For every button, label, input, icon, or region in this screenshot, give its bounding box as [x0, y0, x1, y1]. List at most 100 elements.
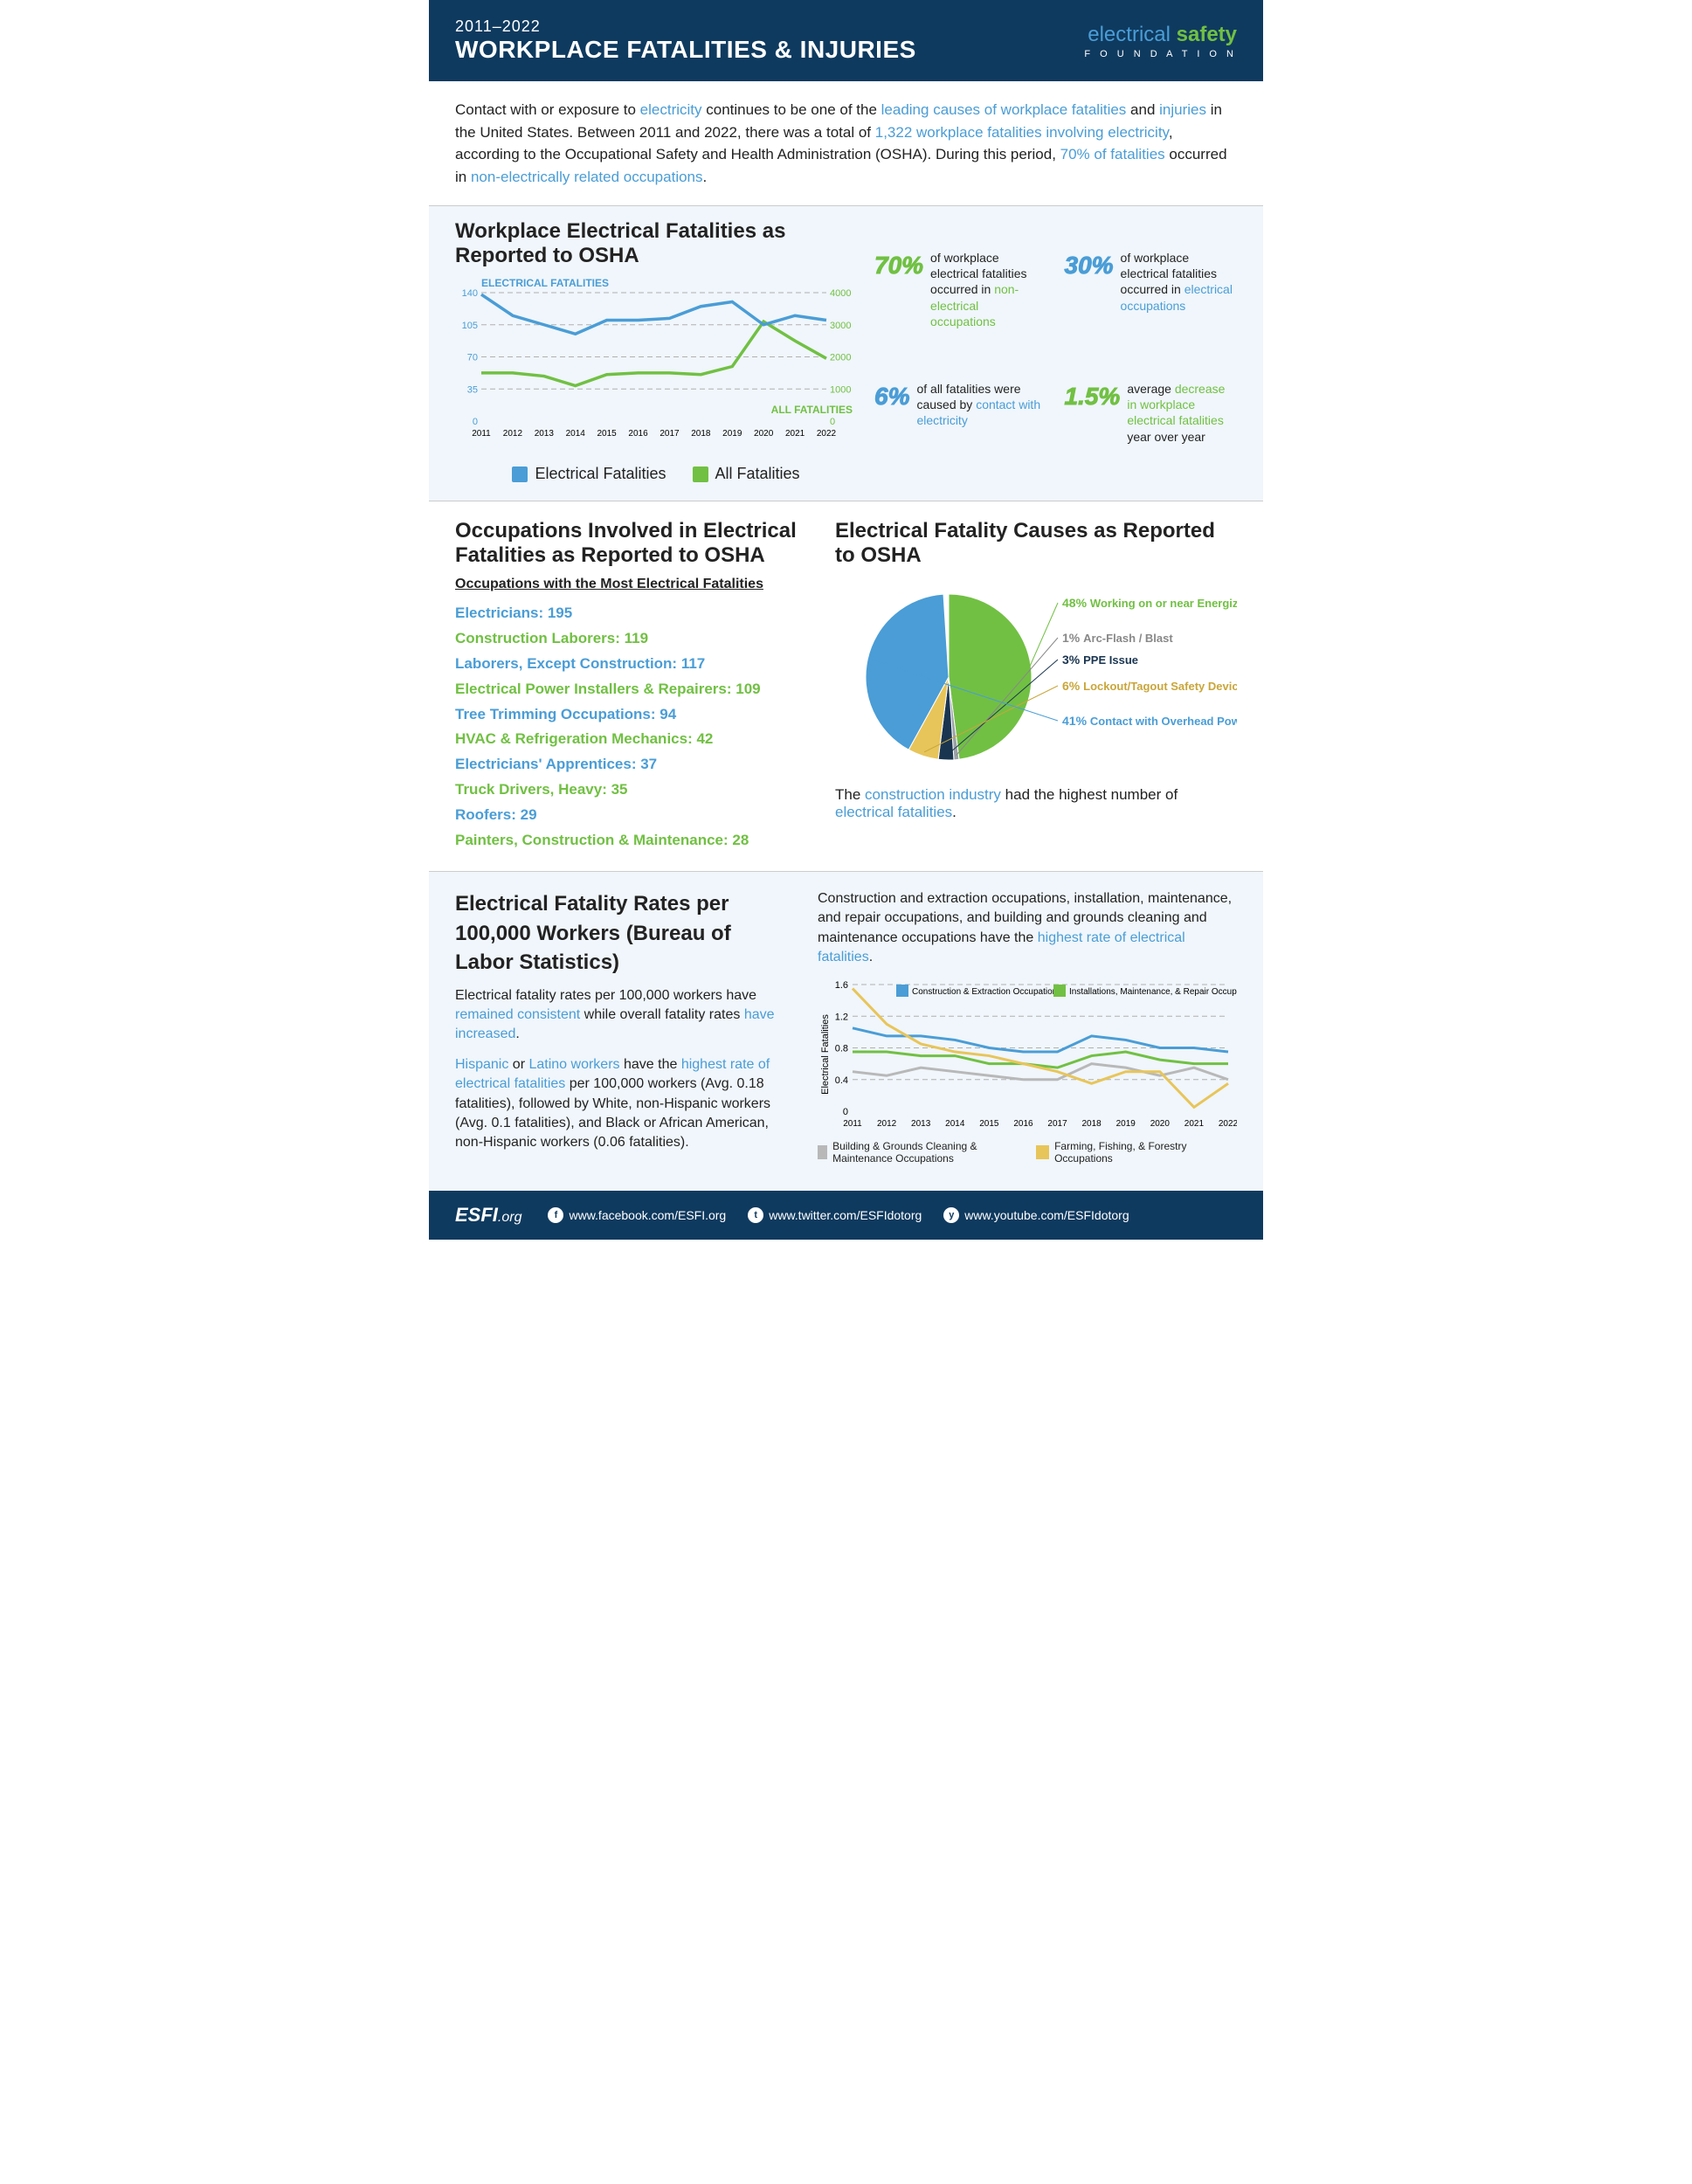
social-icon: t [748, 1207, 763, 1223]
rates-legend-item: Building & Grounds Cleaning & Maintenanc… [818, 1140, 1019, 1165]
svg-text:3000: 3000 [830, 321, 851, 331]
rates-legend-item: Farming, Fishing, & Forestry Occupations [1036, 1140, 1237, 1165]
occupation-item: Electrical Power Installers & Repairers:… [455, 677, 809, 702]
svg-text:2017: 2017 [1047, 1119, 1067, 1129]
chart1-section: Workplace Electrical Fatalities as Repor… [429, 206, 1263, 501]
svg-text:2014: 2014 [945, 1119, 965, 1129]
svg-text:2020: 2020 [754, 429, 774, 439]
svg-text:2015: 2015 [979, 1119, 999, 1129]
occupation-item: Electricians' Apprentices: 37 [455, 752, 809, 778]
stat-percentage: 6% [874, 381, 909, 412]
svg-text:2019: 2019 [722, 429, 742, 439]
stat-text: of workplace electrical fatalities occur… [930, 250, 1046, 329]
occupations-list: Electricians: 195Construction Laborers: … [455, 601, 809, 854]
svg-text:6% Lockout/Tagout Safety Devic: 6% Lockout/Tagout Safety Devices Removed [1062, 679, 1237, 693]
chart1-label-top: ELECTRICAL FATALITIES [481, 277, 609, 289]
occupation-item: Electricians: 195 [455, 601, 809, 626]
stat-block: 6% of all fatalities were caused by cont… [874, 381, 1047, 429]
svg-text:2019: 2019 [1116, 1119, 1136, 1129]
svg-text:1000: 1000 [830, 384, 851, 395]
year-range: 2011–2022 [455, 17, 1084, 36]
occupation-item: Construction Laborers: 119 [455, 626, 809, 652]
svg-text:0: 0 [830, 417, 835, 427]
svg-text:2011: 2011 [472, 429, 491, 439]
svg-text:0.4: 0.4 [835, 1075, 848, 1086]
chart1-label-bottom: ALL FATALITIES [771, 404, 853, 416]
svg-text:70: 70 [467, 353, 478, 363]
rates-section: Electrical Fatality Rates per 100,000 Wo… [429, 872, 1263, 1192]
svg-text:2022: 2022 [817, 429, 837, 439]
line-chart-2: Electrical Fatalities 0 0.4 0.8 1.2 1.6 2011 20… [818, 976, 1237, 1133]
svg-text:3% PPE Issue: 3% PPE Issue [1062, 653, 1138, 667]
svg-text:41% Contact with Overhead Powe: 41% Contact with Overhead Power Lines [1062, 714, 1237, 728]
svg-text:48% Working on or near Energiz: 48% Working on or near Energized Wires o… [1062, 596, 1237, 610]
pie-title: Electrical Fatality Causes as Reported t… [835, 519, 1237, 568]
svg-text:105: 105 [462, 321, 478, 331]
svg-text:Construction & Extraction Occu: Construction & Extraction Occupations [912, 987, 1061, 997]
svg-text:2015: 2015 [597, 429, 618, 439]
pie-note: The construction industry had the highes… [835, 786, 1237, 821]
svg-text:1.6: 1.6 [835, 980, 848, 991]
page-title: WORKPLACE FATALITIES & INJURIES [455, 36, 1084, 64]
footer: ESFI.org fwww.facebook.com/ESFI.orgtwww.… [429, 1191, 1263, 1240]
logo: electrical safety F O U N D A T I O N [1084, 23, 1237, 59]
svg-text:2012: 2012 [503, 429, 523, 439]
svg-text:140: 140 [462, 288, 478, 299]
svg-text:2014: 2014 [566, 429, 586, 439]
rates-chart-container: Electrical Fatalities 0 0.4 0.8 1.2 1.6 2011 20… [818, 976, 1237, 1133]
occupations-subtitle: Occupations with the Most Electrical Fat… [455, 577, 809, 592]
footer-link[interactable]: twww.twitter.com/ESFIdotorg [748, 1207, 922, 1223]
chart1-container: ELECTRICAL FATALITIES 0 35 70 105 140 0 1000 20… [455, 277, 857, 460]
chart1-title: Workplace Electrical Fatalities as Repor… [455, 219, 857, 268]
footer-link[interactable]: ywww.youtube.com/ESFIdotorg [943, 1207, 1129, 1223]
stat-block: 30% of workplace electrical fatalities o… [1065, 250, 1238, 314]
svg-text:2016: 2016 [628, 429, 648, 439]
rates-right-intro: Construction and extraction occupations,… [818, 889, 1237, 968]
occupation-item: Roofers: 29 [455, 803, 809, 828]
occupation-item: Truck Drivers, Heavy: 35 [455, 778, 809, 803]
stat-text: of all fatalities were caused by contact… [916, 381, 1046, 429]
svg-text:Installations, Maintenance, &: Installations, Maintenance, & Repair Occ… [1069, 987, 1237, 997]
svg-text:2017: 2017 [660, 429, 680, 439]
svg-text:2013: 2013 [911, 1119, 931, 1129]
svg-text:2022: 2022 [1219, 1119, 1237, 1129]
occupation-item: HVAC & Refrigeration Mechanics: 42 [455, 727, 809, 752]
svg-text:4000: 4000 [830, 288, 851, 299]
footer-link[interactable]: fwww.facebook.com/ESFI.org [548, 1207, 726, 1223]
logo-word2: safety [1177, 23, 1237, 46]
svg-text:2021: 2021 [785, 429, 805, 439]
svg-text:2016: 2016 [1013, 1119, 1033, 1129]
stat-block: 70% of workplace electrical fatalities o… [874, 250, 1047, 329]
social-icon: f [548, 1207, 563, 1223]
occupations-title: Occupations Involved in Electrical Fatal… [455, 519, 809, 568]
logo-word1: electrical [1088, 23, 1171, 46]
stat-percentage: 30% [1065, 250, 1114, 281]
svg-text:2011: 2011 [843, 1119, 862, 1129]
stats-grid: 70% of workplace electrical fatalities o… [874, 219, 1237, 483]
svg-text:1% Arc-Flash / Blast: 1% Arc-Flash / Blast [1062, 631, 1173, 645]
svg-text:2018: 2018 [691, 429, 711, 439]
svg-text:2021: 2021 [1184, 1119, 1205, 1129]
svg-text:2018: 2018 [1082, 1119, 1102, 1129]
svg-text:35: 35 [467, 384, 478, 395]
logo-sub: F O U N D A T I O N [1084, 49, 1237, 59]
legend-box-green [693, 467, 708, 482]
pie-container: 48% Working on or near Energized Wires o… [835, 577, 1237, 778]
footer-links: fwww.facebook.com/ESFI.org twww.twitter.c… [548, 1207, 1129, 1223]
intro-paragraph: Contact with or exposure to electricity … [429, 81, 1263, 206]
svg-text:2020: 2020 [1150, 1119, 1171, 1129]
svg-text:0: 0 [843, 1107, 848, 1117]
svg-text:0: 0 [473, 417, 478, 427]
stat-percentage: 1.5% [1065, 381, 1121, 412]
rates-title: Electrical Fatality Rates per 100,000 Wo… [455, 889, 791, 978]
svg-text:Electrical Fatalities: Electrical Fatalities [820, 1014, 831, 1095]
occupation-item: Laborers, Except Construction: 117 [455, 652, 809, 677]
svg-text:0.8: 0.8 [835, 1044, 848, 1054]
header: 2011–2022 WORKPLACE FATALITIES & INJURIE… [429, 0, 1263, 81]
stat-text: of workplace electrical fatalities occur… [1121, 250, 1237, 314]
social-icon: y [943, 1207, 959, 1223]
legend-box-blue [512, 467, 528, 482]
stat-percentage: 70% [874, 250, 923, 281]
svg-text:1.2: 1.2 [835, 1013, 848, 1023]
rates-p2: Hispanic or Latino workers have the high… [455, 1055, 791, 1153]
